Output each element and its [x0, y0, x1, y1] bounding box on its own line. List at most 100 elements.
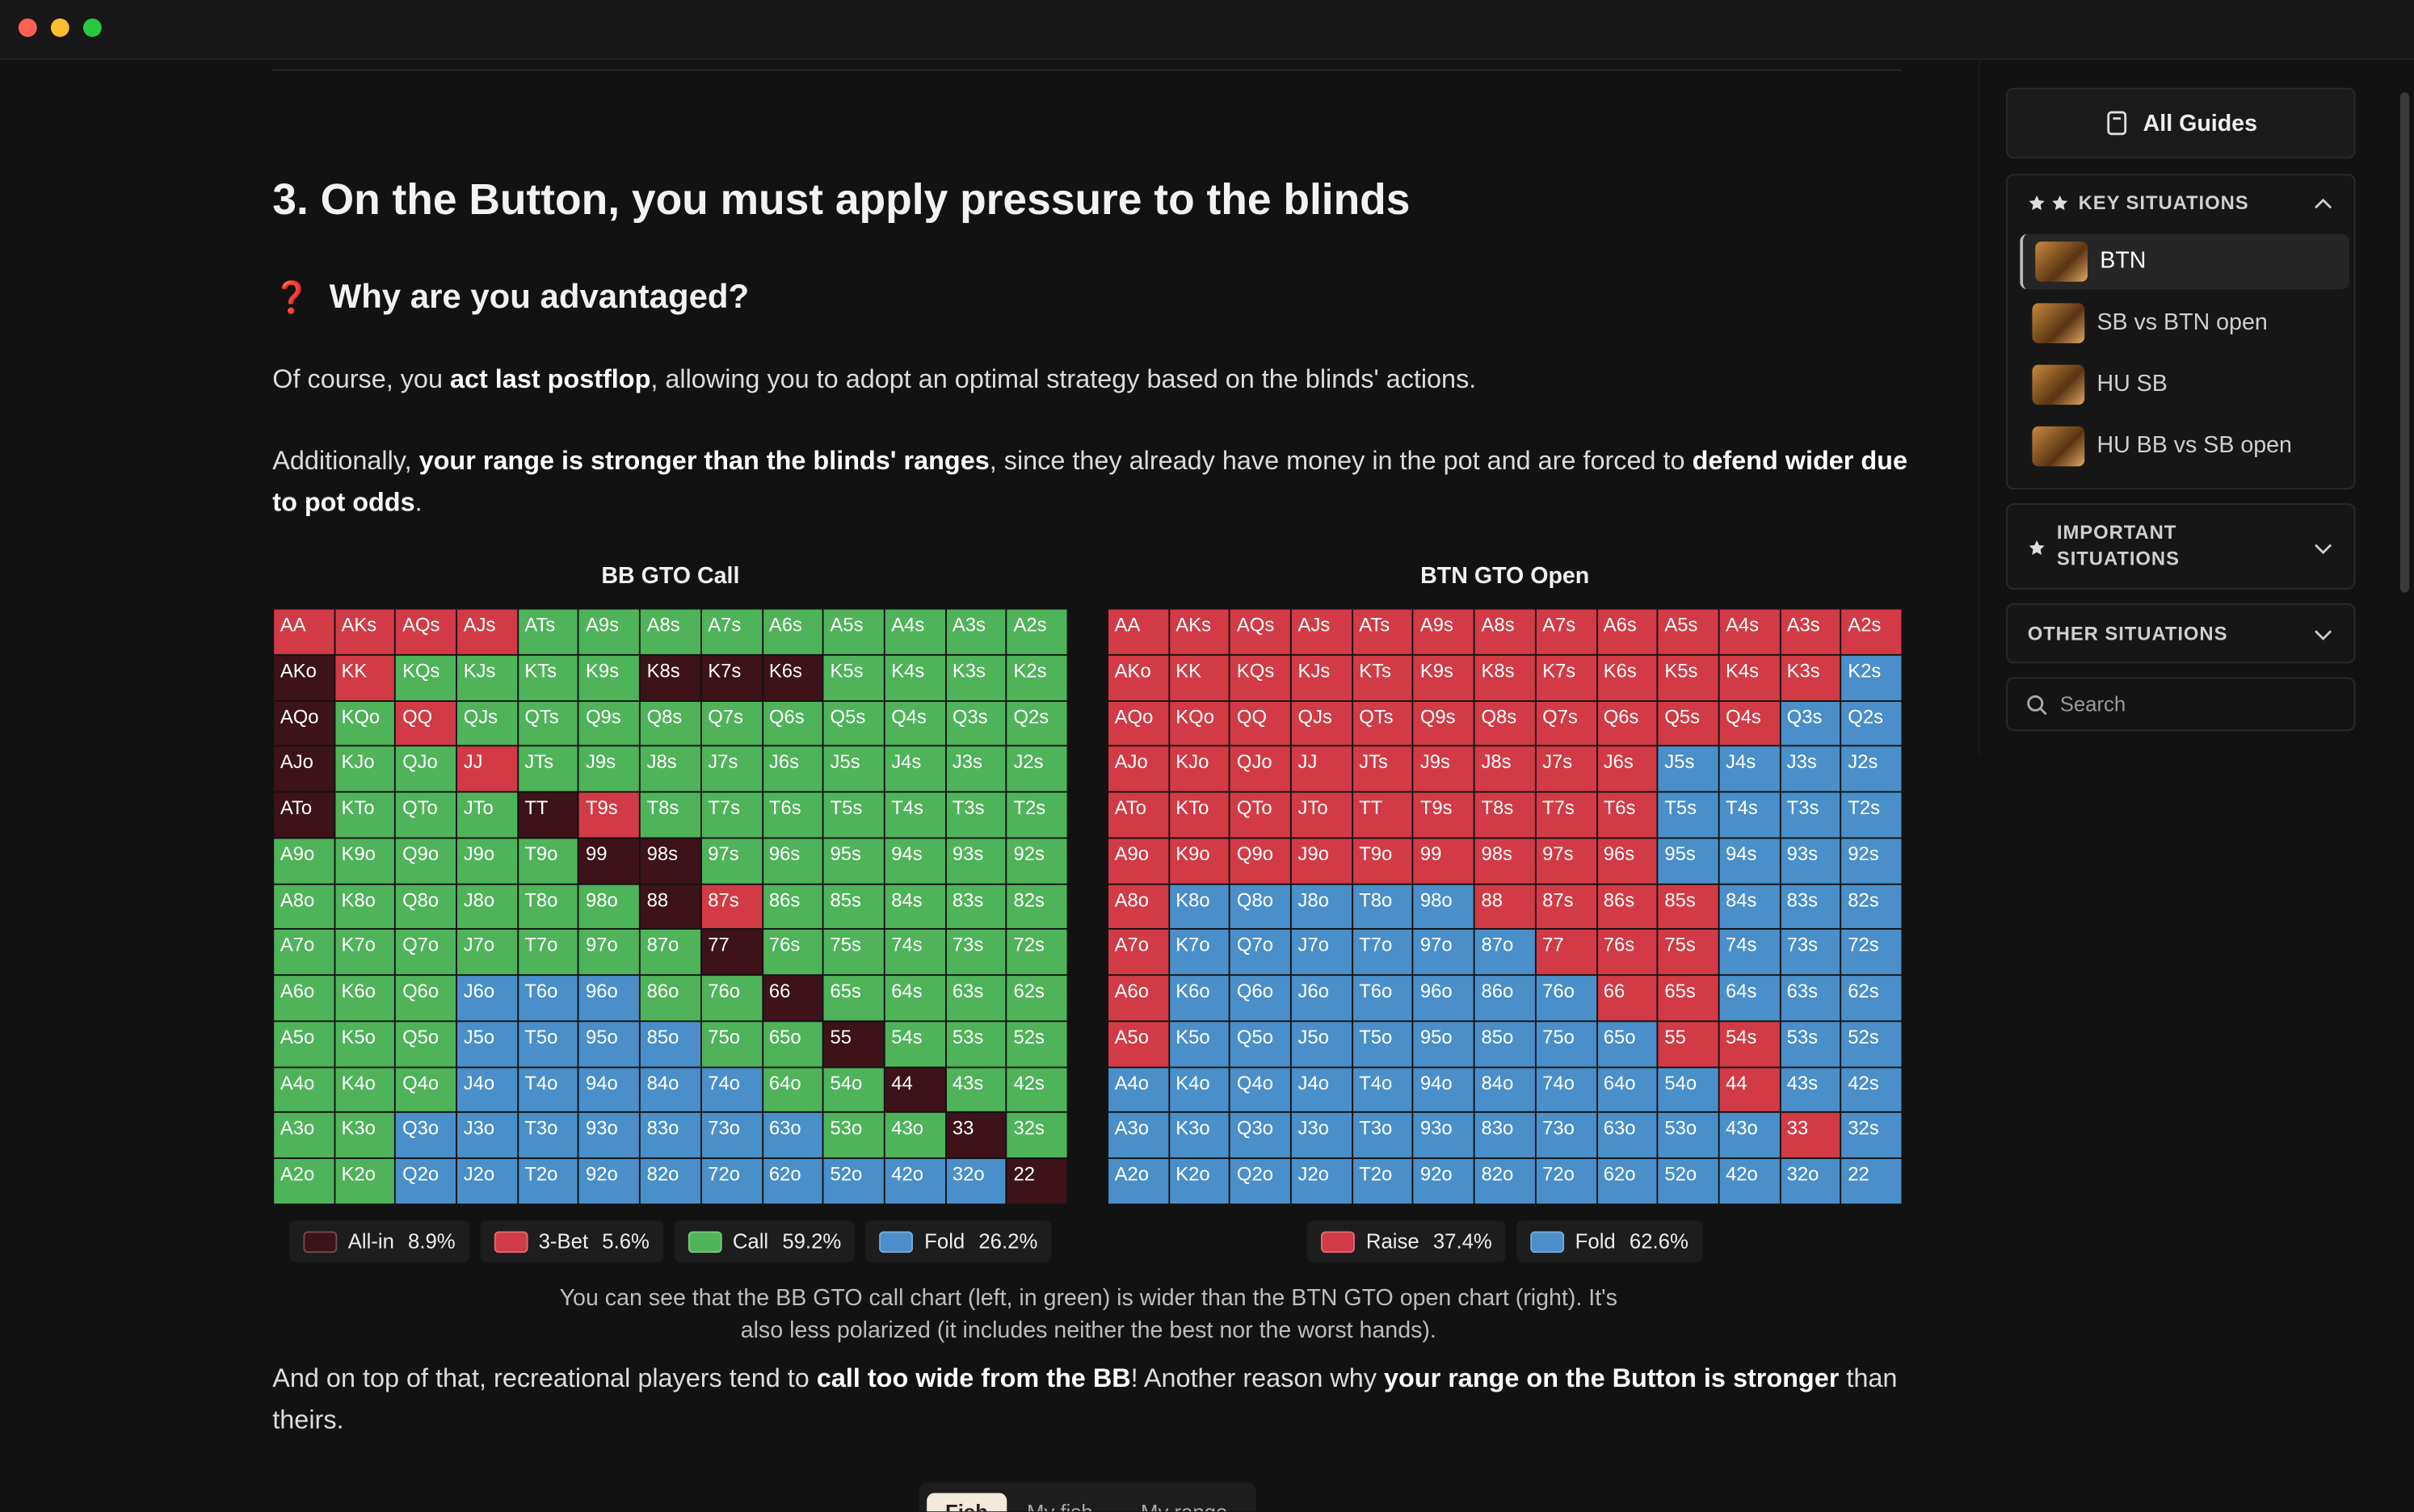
range-cell: 77 [1536, 930, 1596, 975]
range-cell: 63s [1781, 976, 1840, 1021]
tab-bar: FishMy fish My range [919, 1482, 1256, 1512]
range-cell: ATo [1108, 792, 1168, 838]
range-cell: QJs [1291, 701, 1352, 746]
range-cell: Q2s [1841, 701, 1902, 746]
range-cell: K8o [1169, 884, 1230, 929]
range-cell: A9o [1108, 838, 1168, 884]
range-cell: AJs [1291, 609, 1352, 654]
close-button[interactable] [18, 18, 37, 37]
range-cell: Q4o [396, 1067, 456, 1112]
range-cell: T2s [1007, 792, 1067, 838]
range-cell: 77 [701, 930, 762, 975]
bold-text: act last postflop [449, 364, 651, 394]
minimize-button[interactable] [50, 18, 69, 37]
range-cell: 75o [1536, 1022, 1596, 1066]
range-cell: Q6o [396, 976, 456, 1021]
range-cell: A5s [1658, 609, 1718, 654]
text: And on top of that, recreational players… [272, 1363, 817, 1393]
range-cell: K8s [1474, 655, 1535, 700]
range-cell: QTo [1230, 792, 1291, 838]
stars-icon [2029, 195, 2068, 211]
range-cell: JTs [518, 746, 578, 792]
important-situations-panel[interactable]: IMPORTANT SITUATIONS [2006, 503, 2356, 590]
range-cell: 96s [1597, 838, 1657, 884]
zoom-button[interactable] [82, 18, 102, 37]
range-cell: 72o [701, 1159, 762, 1204]
situation-item[interactable]: BTN [2020, 233, 2349, 290]
range-cell: Q5s [823, 701, 884, 746]
range-cell: T4o [1352, 1067, 1413, 1112]
range-cell: Q9s [1414, 701, 1474, 746]
range-cell: Q8o [396, 884, 456, 929]
range-cell: 82o [641, 1159, 700, 1204]
range-cell: 93s [1781, 838, 1840, 884]
range-cell: 97s [701, 838, 762, 884]
range-cell: J8o [457, 884, 517, 929]
range-cell: A4s [1719, 609, 1780, 654]
range-cell: 22 [1007, 1159, 1067, 1204]
range-cell: Q6o [1230, 976, 1291, 1021]
tab[interactable]: My fish [1008, 1493, 1111, 1511]
scrollbar[interactable] [2399, 92, 2410, 593]
tab[interactable]: Fish [927, 1493, 1007, 1512]
range-cell: Q5s [1658, 701, 1718, 746]
legend: Raise 37.4% Fold 62.6% [1108, 1220, 1901, 1262]
range-cell: T4o [518, 1067, 578, 1112]
subheading: ❓ Why are you advantaged? [272, 277, 749, 317]
range-cell: 42o [885, 1159, 945, 1204]
range-cell: JTo [1291, 792, 1352, 838]
range-cell: 98s [1474, 838, 1535, 884]
chart-title: BB GTO Call [601, 563, 740, 590]
range-cell: J8o [1291, 884, 1352, 929]
range-cell: A7o [274, 930, 334, 975]
chart-title: BTN GTO Open [1420, 563, 1590, 590]
range-cell: T6s [1597, 792, 1657, 838]
range-cell: T5o [518, 1022, 578, 1066]
search-box[interactable]: Search [2006, 677, 2356, 732]
situation-item[interactable]: HU SB [2020, 357, 2346, 413]
range-cell: 85o [641, 1022, 700, 1066]
range-cell: 62o [1597, 1159, 1657, 1204]
tab[interactable]: My range [1122, 1493, 1246, 1511]
range-cell: 74s [885, 930, 945, 975]
all-guides-button[interactable]: All Guides [2006, 87, 2356, 159]
range-cell: 44 [1719, 1067, 1780, 1112]
range-cell: 97s [1536, 838, 1596, 884]
situation-item[interactable]: SB vs BTN open [2020, 296, 2346, 351]
range-cell: 43o [885, 1113, 945, 1158]
range-grid: AA AKs AQs AJs ATs A9s A8s A7s A6s A5s A4s A3s A2s AK… [274, 609, 1067, 1204]
other-situations-panel[interactable]: OTHER SITUATIONS [2006, 603, 2356, 664]
range-cell: 87s [701, 884, 762, 929]
range-cell: Q9s [579, 701, 640, 746]
range-cell: 44 [885, 1067, 945, 1112]
range-cell: T8o [1352, 884, 1413, 929]
bold-text: your range on the Button is stronger [1383, 1363, 1840, 1393]
range-cell: AJo [274, 746, 334, 792]
legend-share: 8.9% [408, 1229, 456, 1254]
range-cell: 43o [1719, 1113, 1780, 1158]
range-cell: T3o [1352, 1113, 1413, 1158]
range-cell: 87o [1474, 930, 1535, 975]
range-cell: 52s [1007, 1022, 1067, 1066]
range-cell: Q6s [1597, 701, 1657, 746]
bold-text: call too wide from the BB [816, 1363, 1131, 1393]
range-cell: 52o [823, 1159, 884, 1204]
range-cell: J7s [1536, 746, 1596, 792]
range-cell: 95s [1658, 838, 1718, 884]
range-cell: 82s [1007, 884, 1067, 929]
range-cell: 65s [1658, 976, 1718, 1021]
range-cell: 75s [823, 930, 884, 975]
situation-item[interactable]: HU BB vs SB open [2020, 418, 2346, 474]
range-cell: K6s [1597, 655, 1657, 700]
range-cell: 75o [701, 1022, 762, 1066]
range-cell: 75s [1658, 930, 1718, 975]
expand-chevron [2315, 544, 2332, 555]
collapse-chevron[interactable] [2314, 197, 2332, 209]
range-cell: 32o [1781, 1159, 1840, 1204]
range-cell: K9s [579, 655, 640, 700]
range-cell: J5s [1658, 746, 1718, 792]
range-cell: 84o [1474, 1067, 1535, 1112]
legend-item: Fold 26.2% [865, 1220, 1052, 1262]
range-cell: 53s [946, 1022, 1006, 1066]
range-cell: 53o [823, 1113, 884, 1158]
